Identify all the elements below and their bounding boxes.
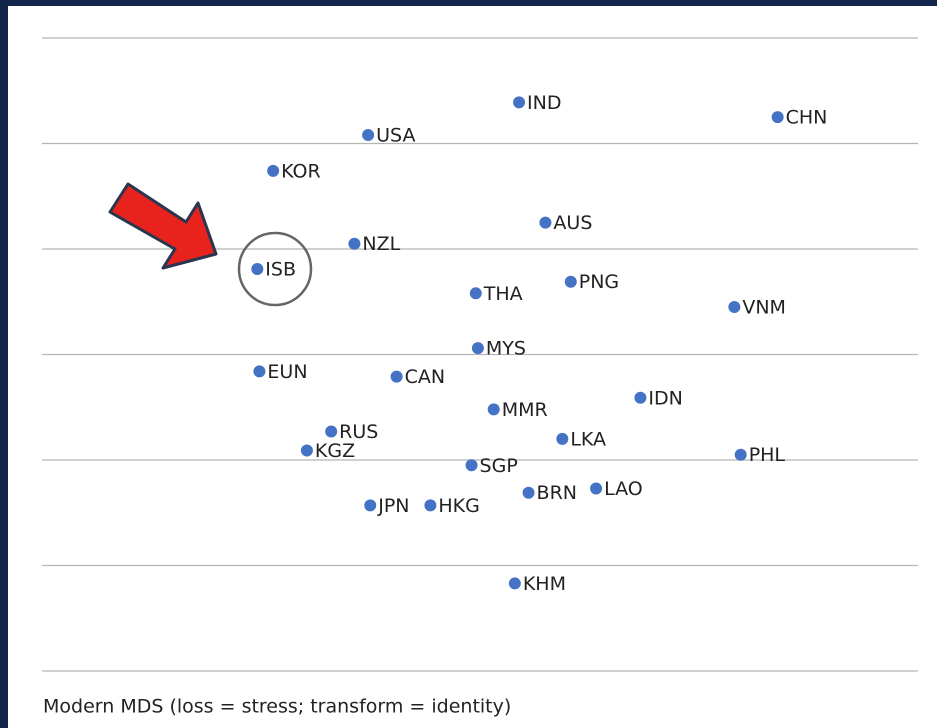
arrow	[108, 182, 218, 270]
point	[634, 391, 647, 404]
panel	[8, 6, 937, 728]
point-label: MYS	[486, 338, 526, 360]
point	[424, 499, 437, 512]
caption: Modern MDS (loss = stress; transform = i…	[43, 696, 511, 718]
point-label: AUS	[553, 212, 592, 234]
point-label: USA	[376, 125, 415, 147]
point-label: NZL	[362, 233, 400, 255]
point-label: PNG	[579, 271, 619, 293]
point-label: VNM	[742, 297, 786, 319]
point	[267, 164, 280, 177]
point	[465, 459, 478, 472]
point	[556, 432, 569, 445]
point	[728, 301, 741, 314]
point	[590, 482, 603, 495]
point	[513, 96, 526, 109]
point	[734, 448, 747, 461]
point-label: HKG	[438, 495, 479, 517]
point	[362, 129, 375, 142]
point	[348, 237, 361, 250]
point	[508, 577, 521, 590]
point	[539, 216, 552, 229]
point	[771, 111, 784, 124]
point	[471, 342, 484, 355]
point-label: CHN	[786, 107, 828, 129]
point	[390, 370, 403, 383]
point-label: THA	[483, 283, 523, 305]
point-label: IND	[527, 92, 561, 114]
point	[251, 263, 264, 276]
highlight-circle	[237, 231, 313, 307]
point-label: PHL	[749, 444, 786, 466]
point-label: RUS	[339, 421, 378, 443]
point	[364, 499, 377, 512]
point	[487, 403, 500, 416]
point-label: KHM	[523, 573, 566, 595]
point	[325, 425, 338, 438]
point-label: MMR	[502, 399, 548, 421]
point	[300, 444, 313, 457]
point-label: SGP	[480, 455, 518, 477]
point-label: KGZ	[315, 440, 355, 462]
point-label: ISB	[265, 259, 296, 281]
point-label: IDN	[648, 387, 682, 409]
point-label: LKA	[570, 428, 606, 450]
point	[469, 287, 482, 300]
point	[564, 275, 577, 288]
point	[253, 365, 266, 378]
point-label: JPN	[377, 495, 409, 517]
point-label: KOR	[281, 160, 321, 182]
point-label: BRN	[537, 482, 577, 504]
point	[522, 486, 535, 499]
point-label: CAN	[405, 366, 445, 388]
point-label: LAO	[604, 478, 643, 500]
point-label: EUN	[267, 361, 307, 383]
